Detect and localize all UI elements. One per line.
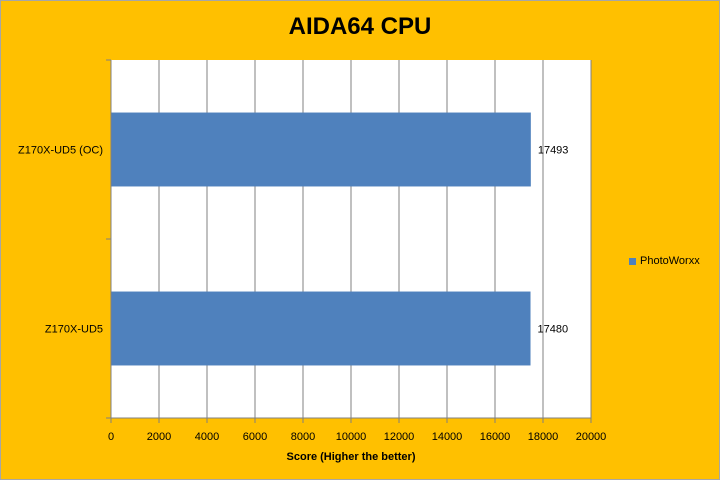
legend: PhotoWorxx [629, 255, 700, 267]
data-label: 17493 [538, 145, 569, 157]
x-tick-label: 10000 [336, 431, 367, 443]
x-tick-label: 18000 [528, 431, 559, 443]
x-tick-label: 6000 [243, 431, 267, 443]
labels: 0 2000 4000 6000 8000 10000 12000 14000 16000 180… [18, 145, 606, 444]
legend-label: PhotoWorxx [640, 255, 700, 267]
x-tick-label: 20000 [576, 431, 607, 443]
category-label: Z170X-UD5 [45, 324, 103, 336]
x-tick-label: 2000 [147, 431, 171, 443]
axes [110, 60, 591, 419]
category-label: Z170X-UD5 (OC) [18, 145, 103, 157]
x-axis-title: Score (Higher the better) [287, 451, 416, 463]
legend-swatch [629, 257, 636, 265]
x-tick-label: 4000 [195, 431, 219, 443]
x-tick-label: 0 [108, 431, 114, 443]
bar [111, 291, 531, 366]
x-tick-label: 14000 [432, 431, 463, 443]
chart-title: AIDA64 CPU [288, 13, 432, 40]
bar [111, 112, 531, 187]
x-tick-label: 8000 [291, 431, 315, 443]
data-label: 17480 [538, 324, 569, 336]
x-tick-label: 16000 [480, 431, 511, 443]
bars [111, 112, 531, 366]
x-tick-label: 12000 [384, 431, 415, 443]
